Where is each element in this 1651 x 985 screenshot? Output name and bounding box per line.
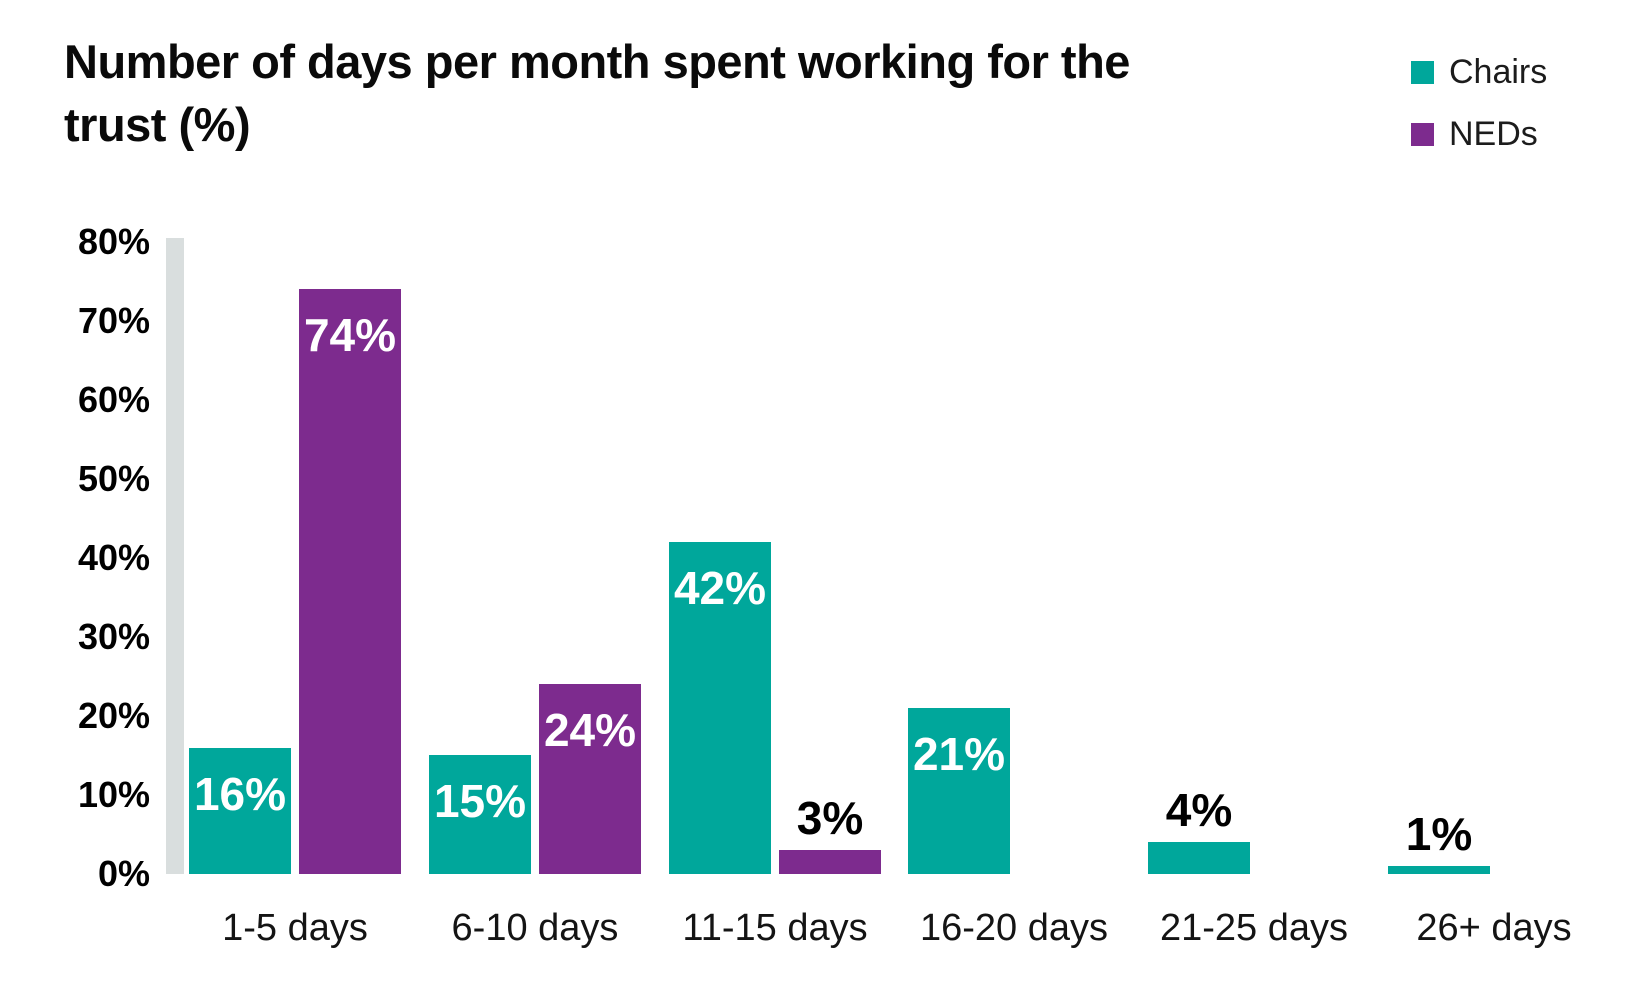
- x-axis-label-6-10-days: 6-10 days: [451, 907, 619, 949]
- x-axis-label-11-15-days: 11-15 days: [682, 907, 868, 949]
- y-axis-tick-label: 80%: [77, 221, 150, 262]
- y-axis-tick-label: 60%: [77, 379, 150, 420]
- bar-value-label: 4%: [1165, 784, 1233, 836]
- legend-swatch-neds-icon: [1411, 122, 1434, 146]
- y-axis-tick-label: 20%: [77, 695, 150, 736]
- bar-neds-1-5-days: [299, 289, 401, 874]
- bar-chairs-11-15-days: [669, 542, 771, 874]
- legend-label: NEDs: [1449, 114, 1538, 153]
- bar-value-label: 15%: [433, 775, 527, 827]
- y-axis-tick-label: 10%: [77, 774, 150, 815]
- legend: Chairs NEDs: [1411, 53, 1547, 182]
- bar-value-label: 16%: [193, 768, 287, 820]
- bar-chairs-6-10-days: [429, 755, 531, 874]
- bar-neds-6-10-days: [539, 684, 641, 874]
- bar-value-label: 42%: [673, 562, 767, 614]
- x-axis-label-1-5-days: 1-5 days: [222, 907, 368, 949]
- x-axis-label-26+-days: 26+ days: [1416, 907, 1572, 949]
- x-axis-label-21-25-days: 21-25 days: [1159, 907, 1348, 949]
- legend-item-neds: NEDs: [1411, 115, 1547, 153]
- y-axis-tick-label: 30%: [77, 616, 150, 657]
- legend-swatch-chairs-icon: [1411, 60, 1434, 84]
- y-axis-tick-label: 70%: [77, 300, 150, 341]
- bar-chairs-26+-days: [1388, 866, 1490, 874]
- bar-value-label: 24%: [543, 704, 637, 756]
- y-axis-tick-label: 40%: [77, 537, 150, 578]
- bar-chairs-1-5-days: [189, 748, 291, 874]
- x-axis-label-16-20-days: 16-20 days: [919, 907, 1108, 949]
- y-axis-tick-label: 0%: [97, 853, 150, 894]
- bar-value-label: 21%: [912, 728, 1006, 780]
- chart-title: Number of days per month spent working f…: [64, 35, 1130, 151]
- bar-chairs-16-20-days: [908, 708, 1010, 874]
- bar-value-label: 74%: [303, 309, 397, 361]
- bar-neds-11-15-days: [779, 850, 881, 874]
- bar-chairs-21-25-days: [1148, 842, 1250, 874]
- bar-value-label: 1%: [1405, 808, 1473, 860]
- legend-item-chairs: Chairs: [1411, 53, 1547, 91]
- bar-value-label: 3%: [796, 792, 864, 844]
- y-axis-line: [166, 238, 184, 874]
- legend-label: Chairs: [1449, 52, 1548, 91]
- y-axis-tick-label: 50%: [77, 458, 150, 499]
